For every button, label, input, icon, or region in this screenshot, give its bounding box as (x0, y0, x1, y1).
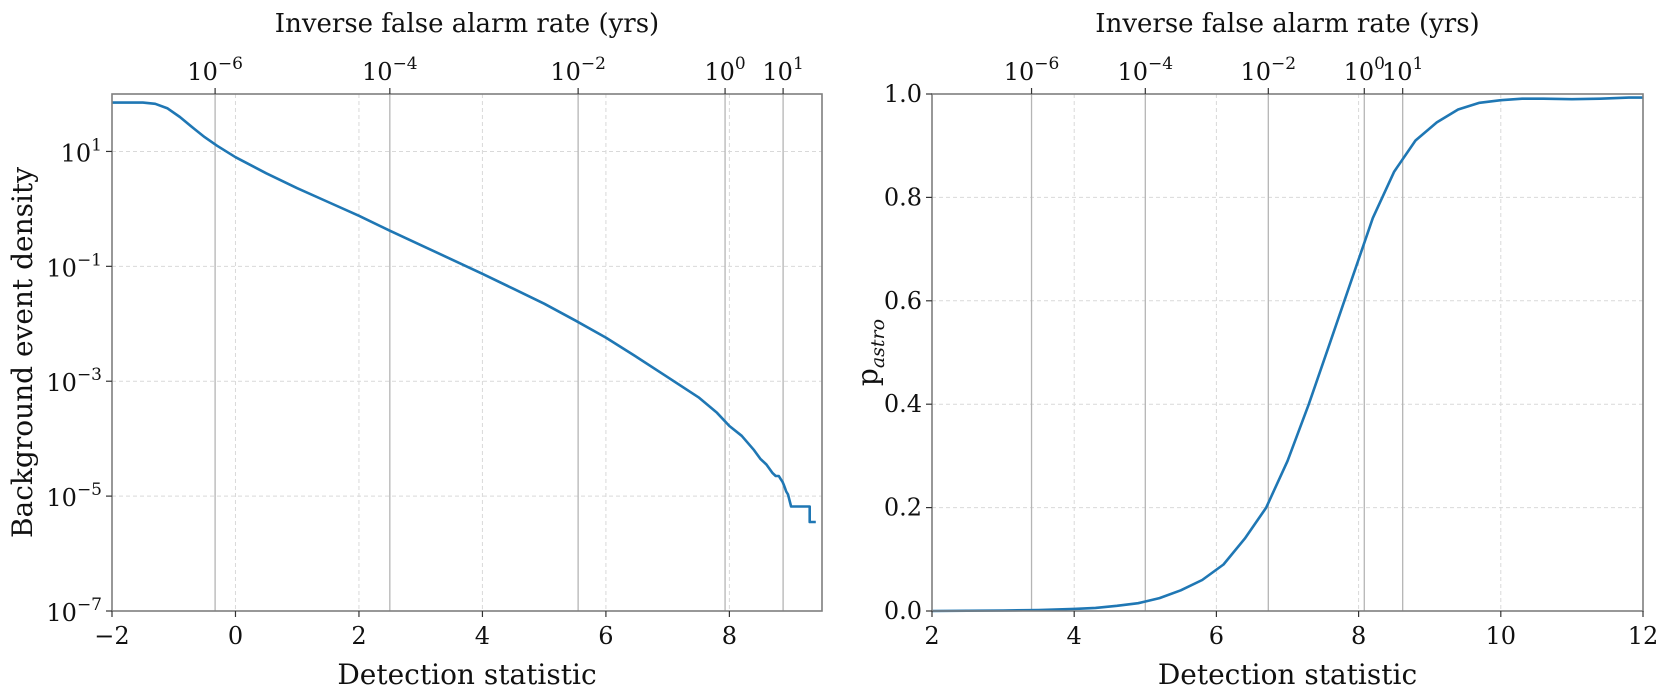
left-top-tick-label: 100 (704, 54, 745, 86)
right-y-axis-label-sub: astro (867, 319, 889, 368)
left-top-tick-label-base: 10 (704, 58, 735, 86)
right-y-tick-label: 0.2 (884, 494, 922, 522)
left-x-axis-label: Detection statistic (337, 658, 596, 691)
left-y-tick-label: 10−3 (46, 365, 102, 397)
right-top-tick-label-exp: 0 (1374, 54, 1385, 74)
left-top-tick-label-base: 10 (362, 58, 393, 86)
left-x-tick-label: −2 (94, 622, 129, 650)
right-top-tick-label-base: 10 (1382, 58, 1413, 86)
right-top-tick-label-exp: −6 (1034, 54, 1059, 74)
left-x-tick-label: 2 (351, 622, 366, 650)
left-y-tick-label-exp: 1 (91, 135, 102, 155)
left-top-tick-label-exp: −2 (581, 54, 606, 74)
right-x-tick-label: 2 (924, 622, 939, 650)
right-top-tick-label-exp: −2 (1271, 54, 1296, 74)
right-y-tick-label: 0.6 (884, 287, 922, 315)
left-top-tick-label-exp: 0 (735, 54, 746, 74)
right-y-tick-label: 0.0 (884, 597, 922, 625)
left-y-tick-label-base: 10 (46, 599, 77, 627)
left-y-tick-label: 10−1 (46, 250, 102, 282)
left-y-tick-label-exp: −7 (77, 595, 102, 615)
left-top-tick-label: 10−6 (187, 54, 243, 86)
left-top-tick-label-base: 10 (550, 58, 581, 86)
left-y-tick-label-base: 10 (61, 139, 92, 167)
left-y-tick-label-exp: −3 (77, 365, 102, 385)
right-top-tick-label-exp: 1 (1413, 54, 1424, 74)
left-x-tick-label: 0 (228, 622, 243, 650)
left-y-tick-label: 101 (61, 135, 102, 167)
right-series-line (931, 96, 1643, 613)
right-top-tick-label-base: 10 (1117, 58, 1148, 86)
right-x-tick-label: 10 (1486, 622, 1517, 650)
right-y-tick-label: 0.4 (884, 390, 922, 418)
left-y-tick-label-base: 10 (46, 369, 77, 397)
left-y-tick-label-exp: −5 (77, 480, 102, 500)
right-x-tick-label: 12 (1628, 622, 1659, 650)
right-y-axis-label: pastro (851, 319, 889, 386)
left-top-tick-label-exp: −4 (393, 54, 418, 74)
left-y-axis-label-main: Background event density (6, 167, 39, 538)
left-y-tick-label-base: 10 (46, 254, 77, 282)
right-x-axis-label: Detection statistic (1158, 658, 1417, 691)
right-y-tick-label: 0.8 (884, 183, 922, 211)
right-panel: 2 4 6 8 10 120.00.20.40.60.81.010−6 10−4 10−2 10… (851, 9, 1658, 691)
left-top-tick-label-base: 10 (187, 58, 218, 86)
left-top-tick-label: 10−2 (550, 54, 606, 86)
left-x-tick-label: 4 (475, 622, 490, 650)
left-x-tick-label: 8 (722, 622, 737, 650)
left-top-tick-label-exp: 1 (793, 54, 804, 74)
right-top-tick-label-base: 10 (1004, 58, 1035, 86)
left-top-tick-label-base: 10 (762, 58, 793, 86)
left-top-tick-label: 101 (762, 54, 803, 86)
left-y-axis-label: Background event density (6, 167, 39, 538)
right-top-tick-label-base: 10 (1240, 58, 1271, 86)
left-top-tick-label: 10−4 (362, 54, 418, 86)
right-top-tick-label: 10−6 (1004, 54, 1060, 86)
right-plot-frame (931, 93, 1644, 612)
left-plot-frame (111, 93, 823, 612)
left-top-tick-label-exp: −6 (218, 54, 243, 74)
right-top-tick-label: 10−2 (1240, 54, 1296, 86)
left-top-axis-label: Inverse false alarm rate (yrs) (275, 9, 659, 39)
right-y-tick-label: 1.0 (884, 80, 922, 108)
left-x-tick-label: 6 (598, 622, 613, 650)
right-top-tick-label-base: 10 (1344, 58, 1375, 86)
left-series-line (112, 101, 816, 524)
left-y-tick-label: 10−7 (46, 595, 102, 627)
right-x-tick-label: 6 (1209, 622, 1224, 650)
left-y-tick-label-exp: −1 (77, 250, 102, 270)
right-top-axis-label: Inverse false alarm rate (yrs) (1095, 9, 1479, 39)
right-top-tick-label-exp: −4 (1148, 54, 1173, 74)
right-top-tick-label: 10−4 (1117, 54, 1173, 86)
right-x-tick-label: 4 (1067, 622, 1082, 650)
left-y-tick-label: 10−5 (46, 480, 102, 512)
right-top-tick-label: 101 (1382, 54, 1423, 86)
right-y-axis-label-main: p (851, 368, 884, 386)
right-top-tick-label: 100 (1344, 54, 1385, 86)
left-y-tick-label-base: 10 (46, 484, 77, 512)
right-x-tick-label: 8 (1351, 622, 1366, 650)
